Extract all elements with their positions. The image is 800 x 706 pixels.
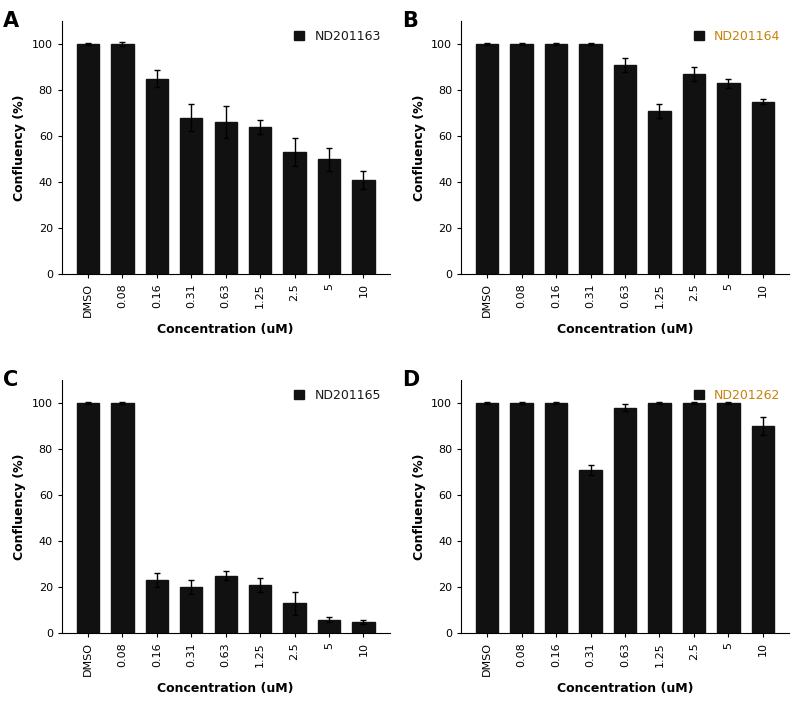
Bar: [146, 78, 168, 274]
Bar: [249, 585, 271, 633]
Bar: [614, 408, 636, 633]
Bar: [352, 180, 374, 274]
Bar: [318, 159, 340, 274]
Bar: [510, 403, 533, 633]
Bar: [77, 403, 99, 633]
Y-axis label: Confluency (%): Confluency (%): [14, 95, 26, 201]
Bar: [510, 44, 533, 274]
Legend: ND201262: ND201262: [691, 386, 782, 405]
Legend: ND201163: ND201163: [292, 28, 383, 45]
Bar: [111, 44, 134, 274]
Bar: [283, 604, 306, 633]
Text: D: D: [402, 370, 419, 390]
Bar: [180, 118, 202, 274]
Bar: [579, 44, 602, 274]
Y-axis label: Confluency (%): Confluency (%): [413, 95, 426, 201]
Legend: ND201164: ND201164: [691, 28, 782, 45]
Bar: [214, 122, 237, 274]
X-axis label: Concentration (uM): Concentration (uM): [557, 323, 694, 335]
Bar: [111, 403, 134, 633]
Y-axis label: Confluency (%): Confluency (%): [14, 453, 26, 560]
Bar: [648, 111, 670, 274]
Bar: [214, 576, 237, 633]
Bar: [717, 403, 739, 633]
Bar: [752, 426, 774, 633]
Bar: [180, 587, 202, 633]
Bar: [648, 403, 670, 633]
X-axis label: Concentration (uM): Concentration (uM): [557, 682, 694, 695]
Bar: [545, 44, 567, 274]
Bar: [545, 403, 567, 633]
Bar: [146, 580, 168, 633]
Bar: [318, 619, 340, 633]
Text: C: C: [3, 370, 18, 390]
Legend: ND201165: ND201165: [292, 386, 383, 405]
Bar: [752, 102, 774, 274]
X-axis label: Concentration (uM): Concentration (uM): [158, 323, 294, 335]
Text: A: A: [3, 11, 19, 31]
Bar: [249, 127, 271, 274]
Bar: [283, 152, 306, 274]
Bar: [352, 622, 374, 633]
Bar: [717, 83, 739, 274]
Bar: [77, 44, 99, 274]
Bar: [614, 65, 636, 274]
Y-axis label: Confluency (%): Confluency (%): [413, 453, 426, 560]
Bar: [476, 44, 498, 274]
Bar: [682, 74, 705, 274]
Text: B: B: [402, 11, 418, 31]
Bar: [476, 403, 498, 633]
X-axis label: Concentration (uM): Concentration (uM): [158, 682, 294, 695]
Bar: [682, 403, 705, 633]
Bar: [579, 470, 602, 633]
